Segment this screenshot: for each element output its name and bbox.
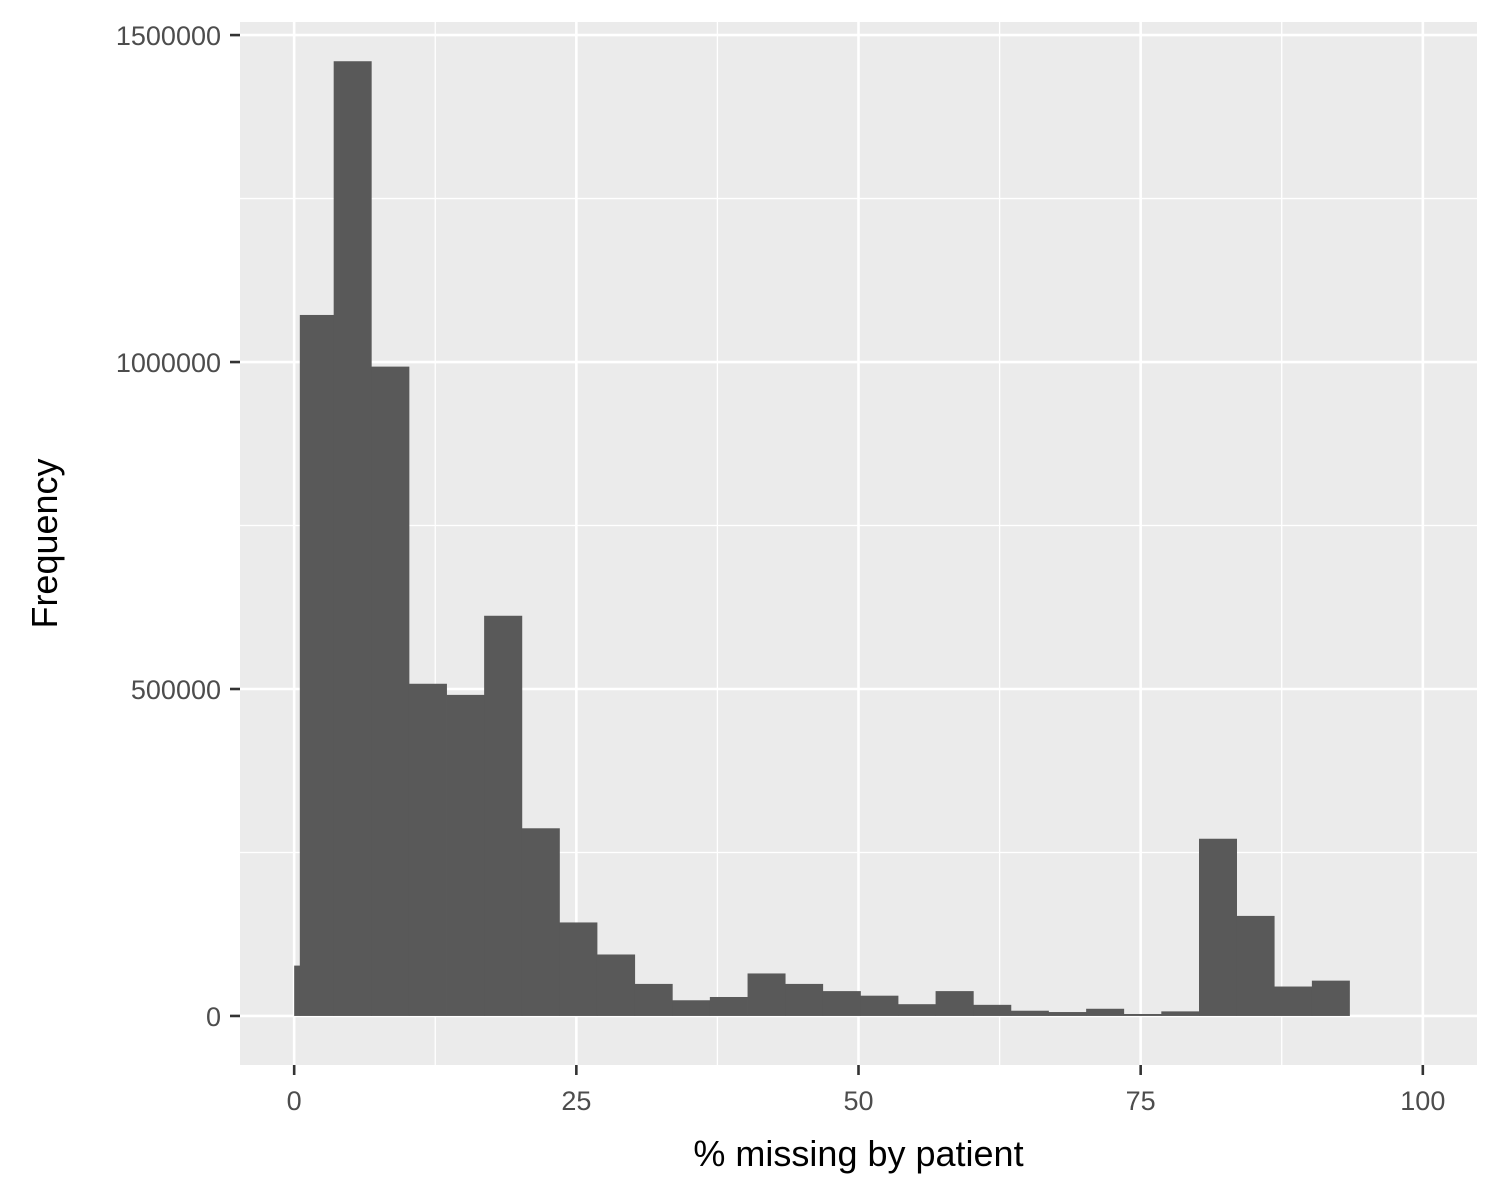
histogram-bar bbox=[446, 694, 485, 1016]
histogram-bars bbox=[294, 61, 1350, 1016]
x-tick-label: 0 bbox=[287, 1086, 302, 1116]
histogram-bar bbox=[747, 973, 786, 1016]
x-tick-label: 100 bbox=[1400, 1086, 1445, 1116]
histogram-bar bbox=[1311, 980, 1350, 1016]
histogram-bar bbox=[1123, 1013, 1162, 1016]
histogram-bar bbox=[785, 983, 824, 1016]
x-tick-label: 50 bbox=[843, 1086, 873, 1116]
histogram-bar bbox=[1199, 838, 1237, 1016]
histogram-bar bbox=[822, 991, 861, 1016]
y-axis-title: Frequency bbox=[24, 458, 65, 628]
histogram-bar bbox=[596, 954, 636, 1016]
histogram-bar bbox=[521, 828, 560, 1016]
histogram-bar bbox=[1010, 1010, 1049, 1016]
histogram-bar bbox=[973, 1004, 1012, 1016]
y-tick-label: 1500000 bbox=[116, 21, 221, 51]
histogram-bar bbox=[371, 366, 410, 1016]
histogram-bar bbox=[1274, 986, 1313, 1016]
histogram-bar bbox=[408, 683, 447, 1016]
histogram-bar bbox=[898, 1004, 936, 1016]
x-tick-label: 25 bbox=[561, 1086, 591, 1116]
histogram-bar bbox=[1236, 915, 1275, 1016]
x-axis: 0 25 50 75 100 bbox=[287, 1065, 1445, 1116]
major-gridlines bbox=[240, 22, 1477, 1065]
y-axis: 0 500000 1000000 1500000 bbox=[116, 21, 240, 1032]
histogram-bar bbox=[709, 996, 748, 1016]
histogram-bar bbox=[559, 922, 598, 1016]
x-tick-label: 75 bbox=[1126, 1086, 1156, 1116]
histogram-bar bbox=[634, 983, 673, 1016]
histogram-bar bbox=[860, 995, 899, 1016]
x-axis-title: % missing by patient bbox=[693, 1133, 1023, 1174]
histogram-bar bbox=[935, 991, 974, 1016]
histogram-bar bbox=[294, 965, 301, 1016]
histogram-bar bbox=[1086, 1008, 1125, 1016]
histogram-bar bbox=[1161, 1011, 1200, 1016]
y-tick-label: 500000 bbox=[131, 675, 221, 705]
histogram-bar bbox=[484, 615, 523, 1016]
histogram-bar bbox=[299, 314, 335, 1016]
histogram-bar bbox=[333, 61, 372, 1016]
histogram-bar bbox=[1048, 1012, 1087, 1016]
y-tick-label: 1000000 bbox=[116, 348, 221, 378]
y-tick-label: 0 bbox=[206, 1002, 221, 1032]
histogram-bar bbox=[672, 1000, 711, 1016]
